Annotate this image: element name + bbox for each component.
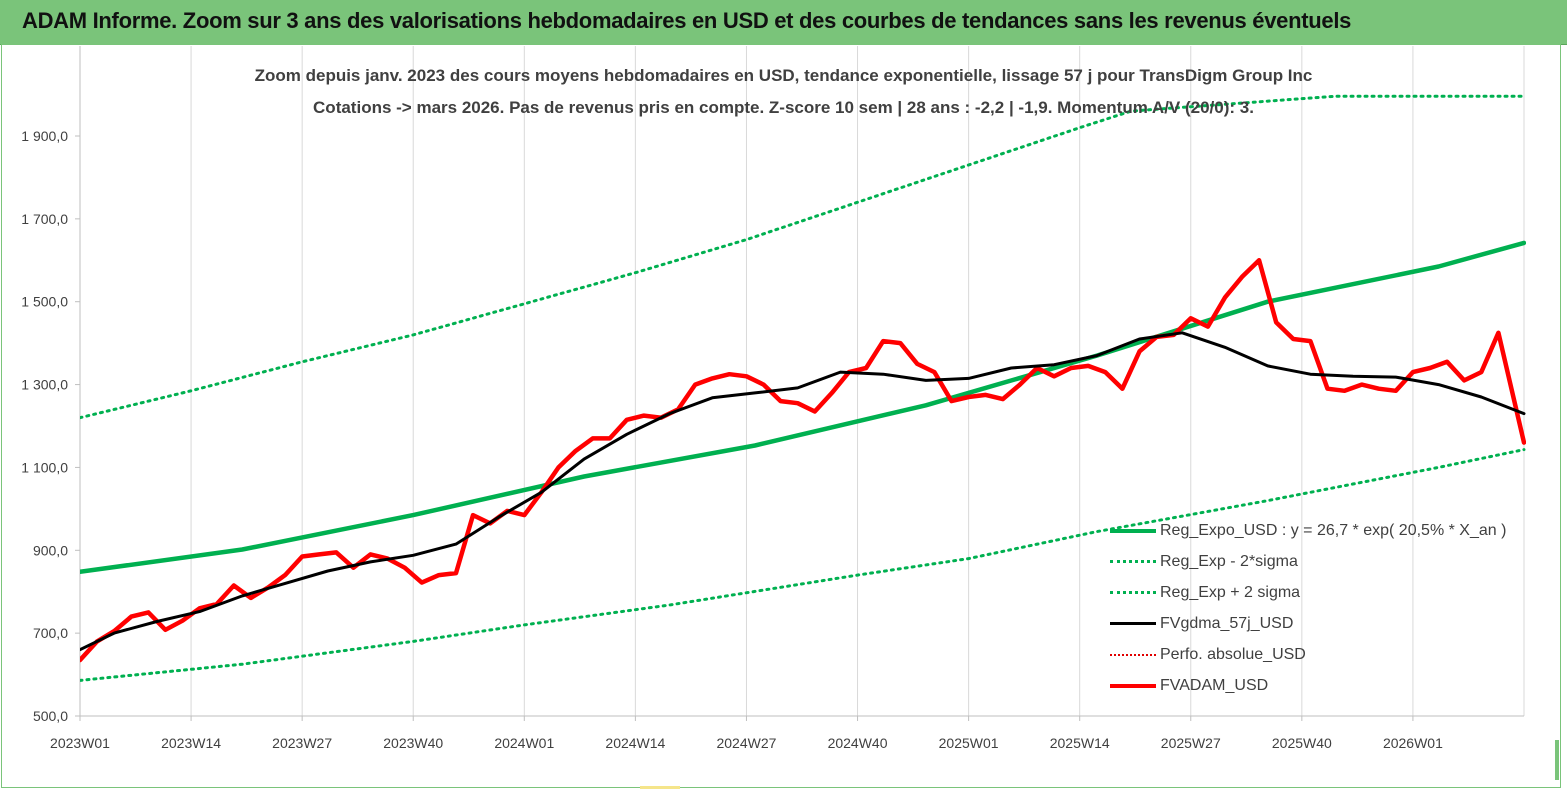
page-title: ADAM Informe. Zoom sur 3 ans des valoris… bbox=[22, 8, 1352, 33]
y-tick-label: 1 700,0 bbox=[21, 211, 68, 227]
legend-swatch bbox=[1110, 653, 1156, 656]
x-tick-label: 2025W27 bbox=[1161, 735, 1221, 751]
legend-item: Reg_Expo_USD : y = 26,7 * exp( 20,5% * X… bbox=[1110, 515, 1530, 546]
y-tick-label: 700,0 bbox=[33, 625, 68, 641]
legend-swatch bbox=[1110, 683, 1156, 688]
x-tick-label: 2024W01 bbox=[494, 735, 554, 751]
y-tick-label: 1 100,0 bbox=[21, 459, 68, 475]
x-tick-label: 2025W40 bbox=[1272, 735, 1332, 751]
x-tick-label: 2023W14 bbox=[161, 735, 221, 751]
legend-item: FVgdma_57j_USD bbox=[1110, 608, 1530, 639]
chart-subtitle-2: Cotations -> mars 2026. Pas de revenus p… bbox=[313, 98, 1254, 117]
x-tick-label: 2026W01 bbox=[1383, 735, 1443, 751]
legend-item: Reg_Exp - 2*sigma bbox=[1110, 546, 1530, 577]
chart-legend: Reg_Expo_USD : y = 26,7 * exp( 20,5% * X… bbox=[1110, 515, 1530, 701]
legend-label: FVADAM_USD bbox=[1160, 676, 1269, 694]
x-tick-label: 2024W27 bbox=[716, 735, 776, 751]
legend-item: Perfo. absolue_USD bbox=[1110, 639, 1530, 670]
series-line-2 bbox=[80, 94, 1526, 420]
x-tick-label: 2025W01 bbox=[939, 735, 999, 751]
x-tick-label: 2023W40 bbox=[383, 735, 443, 751]
legend-label: FVgdma_57j_USD bbox=[1160, 614, 1294, 632]
legend-label: Reg_Expo_USD : y = 26,7 * exp( 20,5% * X… bbox=[1160, 521, 1507, 539]
chart-subtitle-1: Zoom depuis janv. 2023 des cours moyens … bbox=[254, 66, 1313, 85]
legend-item: FVADAM_USD bbox=[1110, 670, 1530, 701]
series-line-3 bbox=[80, 331, 1526, 652]
y-tick-label: 1 900,0 bbox=[21, 128, 68, 144]
legend-swatch bbox=[1110, 591, 1156, 594]
legend-label: Reg_Exp - 2*sigma bbox=[1160, 552, 1298, 570]
bottom-accent-mark bbox=[640, 786, 680, 789]
y-tick-label: 1 500,0 bbox=[21, 294, 68, 310]
x-tick-label: 2024W40 bbox=[828, 735, 888, 751]
legend-swatch bbox=[1110, 528, 1156, 533]
y-tick-label: 1 300,0 bbox=[21, 377, 68, 393]
x-tick-label: 2024W14 bbox=[605, 735, 665, 751]
series-line-1 bbox=[80, 448, 1526, 682]
legend-swatch bbox=[1110, 622, 1156, 625]
legend-swatch bbox=[1110, 560, 1156, 563]
chart-frame bbox=[1, 44, 1561, 788]
legend-label: Perfo. absolue_USD bbox=[1160, 645, 1306, 663]
legend-item: Reg_Exp + 2 sigma bbox=[1110, 577, 1530, 608]
y-tick-label: 500,0 bbox=[33, 708, 68, 724]
title-bar: ADAM Informe. Zoom sur 3 ans des valoris… bbox=[0, 0, 1567, 45]
y-tick-label: 900,0 bbox=[33, 542, 68, 558]
x-tick-label: 2023W27 bbox=[272, 735, 332, 751]
x-tick-label: 2023W01 bbox=[50, 735, 110, 751]
series-line-0 bbox=[80, 240, 1526, 575]
right-accent-mark bbox=[1555, 740, 1559, 780]
x-tick-label: 2025W14 bbox=[1050, 735, 1110, 751]
series-line-5 bbox=[80, 258, 1526, 663]
legend-label: Reg_Exp + 2 sigma bbox=[1160, 583, 1301, 601]
